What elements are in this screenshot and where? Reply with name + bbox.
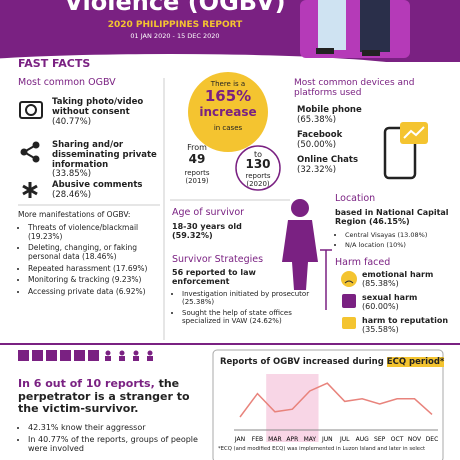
bullet: N/A location (10%) bbox=[345, 241, 455, 249]
item-value: (40.77%) bbox=[52, 116, 92, 127]
from: From bbox=[187, 143, 207, 152]
item: harm to reputation (35.58%) bbox=[362, 316, 457, 334]
x-tick-label: JAN bbox=[234, 436, 245, 443]
item-label: Online Chats bbox=[297, 155, 359, 165]
to: to bbox=[253, 150, 263, 159]
loc-lead: based in National Capital Region (46.15%… bbox=[335, 208, 449, 227]
bullet: Sought the help of state offices special… bbox=[182, 309, 322, 325]
heading: Age of survivor bbox=[172, 207, 245, 218]
bullet: Deleting, changing, or faking personal d… bbox=[28, 243, 160, 261]
item-value: (60.00%) bbox=[362, 302, 399, 312]
bullet: Central Visayas (13.08%) bbox=[345, 231, 455, 239]
line bbox=[239, 382, 433, 418]
list: Central Visayas (13.08%) N/A location (10… bbox=[335, 231, 455, 253]
from-count: 49 bbox=[188, 152, 206, 166]
heading: Location bbox=[335, 193, 376, 204]
chart-title-highlight: ECQ period* bbox=[386, 357, 445, 367]
age-text: 18-30 years old (59.32%) bbox=[172, 222, 242, 241]
item-label: Mobile phone bbox=[297, 105, 362, 115]
item-label: Abusive comments bbox=[52, 180, 143, 190]
to-count: 130 bbox=[245, 157, 271, 171]
chart-title-text: Reports of OGBV increased during bbox=[220, 357, 384, 367]
inc-word: increase bbox=[199, 105, 257, 119]
list: 42.31% know their aggressor In 40.77% of … bbox=[18, 423, 208, 457]
item-label: Facebook bbox=[297, 130, 343, 140]
item: Online Chats (32.32%) bbox=[297, 155, 387, 176]
item-value: (50.00%) bbox=[297, 139, 337, 150]
ecq-band bbox=[266, 374, 319, 442]
heading: Harm faced bbox=[335, 257, 391, 268]
item: Abusive comments (28.46%) bbox=[52, 180, 162, 201]
item: Facebook (50.00%) bbox=[297, 130, 387, 151]
bullet: Monitoring & tracking (9.23%) bbox=[28, 275, 160, 285]
headline-text: the perpetrator is a stranger to the vic… bbox=[18, 377, 190, 416]
item-label: Sharing and/or disseminating private inf… bbox=[52, 140, 157, 170]
item: Mobile phone (65.38%) bbox=[297, 105, 387, 126]
inc-pct: 165% bbox=[204, 87, 252, 105]
x-tick-label: JUL bbox=[339, 436, 350, 443]
x-tick-label: MAY bbox=[304, 436, 317, 443]
footnote: *ECQ (and modified ECQ) was implemented … bbox=[218, 446, 426, 452]
item: Sharing and/or disseminating private inf… bbox=[52, 140, 162, 180]
bullet: Threats of violence/blackmail (19.23%) bbox=[28, 223, 160, 241]
item-value: (65.38%) bbox=[297, 114, 337, 125]
item-label: sexual harm bbox=[362, 293, 418, 302]
list: Investigation initiated by prosecutor (2… bbox=[172, 290, 322, 328]
x-tick-label: FEB bbox=[252, 436, 263, 443]
item-value: (35.58%) bbox=[362, 325, 399, 335]
x-tick-label: MAR bbox=[268, 436, 281, 443]
x-tick-label: DEC bbox=[426, 436, 439, 443]
title: Violence (OGBV) bbox=[64, 0, 286, 16]
bullet: Repeated harassment (17.69%) bbox=[28, 264, 160, 274]
item: emotional harm (85.38%) bbox=[362, 270, 457, 288]
item: Taking photo/video without consent (40.77… bbox=[52, 97, 162, 127]
heading: FAST FACTS bbox=[18, 57, 91, 70]
bullet: Accessing private data (6.92%) bbox=[28, 287, 160, 297]
strat-lead: 56 reported to law enforcement bbox=[172, 268, 256, 287]
inc-tail: in cases bbox=[213, 124, 243, 132]
item-value: (28.46%) bbox=[52, 189, 92, 200]
to-label: reports (2020) bbox=[245, 172, 271, 189]
x-tick-label: AUG bbox=[356, 436, 369, 443]
from-label: reports (2019) bbox=[184, 169, 210, 186]
x-tick-label: JUN bbox=[321, 436, 333, 443]
dates: 01 JAN 2020 - 15 DEC 2020 bbox=[130, 32, 220, 40]
bullet: Investigation initiated by prosecutor (2… bbox=[182, 290, 322, 306]
item-value: (32.32%) bbox=[297, 164, 337, 175]
headline: In 6 out of 10 reports, the perpetrator … bbox=[18, 377, 208, 416]
heading: Most common OGBV bbox=[18, 77, 116, 88]
item-label: harm to reputation bbox=[362, 316, 449, 325]
chart-title: Reports of OGBV increased during ECQ per… bbox=[220, 357, 445, 368]
x-tick-label: NOV bbox=[408, 436, 422, 443]
item-label: Taking photo/video without consent bbox=[52, 97, 144, 117]
item-value: (85.38%) bbox=[362, 279, 399, 289]
bullet: In 40.77% of the reports, groups of peop… bbox=[28, 435, 208, 453]
heading: More manifestations of OGBV: bbox=[18, 210, 131, 219]
item-label: emotional harm bbox=[362, 270, 434, 279]
x-tick-label: APR bbox=[286, 436, 298, 443]
list: Threats of violence/blackmail (19.23%) De… bbox=[18, 223, 160, 299]
x-tick-label: SEP bbox=[374, 436, 386, 443]
x-tick-label: OCT bbox=[391, 436, 404, 443]
highlight: In 6 out of 10 reports, bbox=[18, 377, 155, 390]
item-value: (33.85%) bbox=[52, 169, 92, 180]
item: sexual harm (60.00%) bbox=[362, 293, 457, 311]
heading: Most common devices and platforms used bbox=[294, 78, 415, 99]
heading: Survivor Strategies bbox=[172, 254, 264, 265]
subtitle: 2020 PHILIPPINES REPORT bbox=[107, 20, 243, 30]
inc-lead: There is a bbox=[210, 80, 246, 88]
bullet: 42.31% know their aggressor bbox=[28, 423, 208, 432]
